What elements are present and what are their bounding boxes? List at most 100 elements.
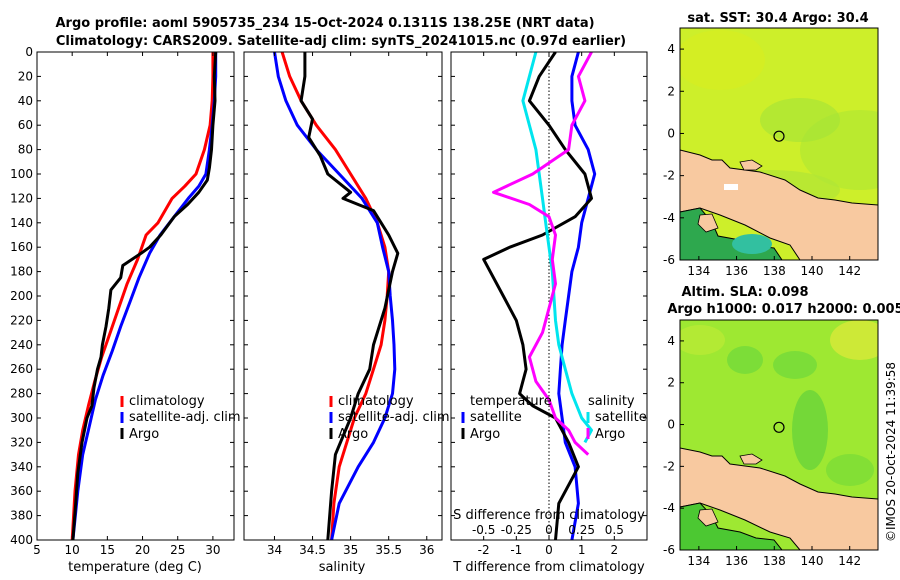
sst-argo-position-marker (773, 130, 785, 142)
y-tick-label: 300 (10, 411, 33, 425)
x-tick-label: 15 (100, 543, 115, 557)
sla-high-patch (830, 320, 878, 360)
legend-label-satellite: satellite-adj. clim (129, 410, 241, 425)
legend-label-climatology: climatology (338, 394, 414, 409)
series-line-argo (71, 52, 218, 540)
salinity-legend: climatology satellite-adj. clim Argo (329, 394, 450, 442)
x-tick-label: 20 (135, 543, 150, 557)
map-x-tick-label: 134 (687, 264, 710, 278)
map-y-tick-label: -4 (663, 501, 675, 515)
salinity-axes-frame (243, 51, 443, 541)
map-y-tick-label: -6 (663, 253, 675, 267)
x-tick-label: 0 (545, 543, 553, 557)
y-tick-label: 100 (10, 167, 33, 181)
y-tick-label: 220 (10, 313, 33, 327)
top-x-tick-label: 0.5 (605, 523, 624, 537)
sla-map-frame (679, 319, 879, 551)
series-line-climatology (70, 52, 215, 540)
top-x-tick-label: 0.25 (568, 523, 595, 537)
y-tick-label: 400 (10, 533, 33, 547)
map-y-tick-label: 0 (667, 126, 675, 140)
y-tick-label: 380 (10, 509, 33, 523)
map-x-tick-label: 140 (801, 264, 824, 278)
temperature-legend: climatology satellite-adj. clim Argo (120, 394, 241, 442)
legend-label-argo: Argo (338, 427, 368, 442)
island (697, 508, 719, 527)
coastal-teal-patch (732, 234, 772, 254)
sst-cool-patch (760, 98, 840, 142)
x-tick-label: 1 (578, 543, 586, 557)
map-y-tick-label: 4 (667, 42, 675, 56)
sst-map-frame (679, 27, 879, 261)
top-x-tick-label: 0 (545, 523, 553, 537)
x-tick-label: 2 (611, 543, 619, 557)
island (697, 213, 719, 233)
difference-xlabel: T difference from climatology (452, 560, 645, 575)
missing-data-patch (724, 184, 738, 190)
legend-label-argo: Argo (129, 427, 159, 442)
sla-low-patch (826, 454, 874, 486)
sla-map-field (680, 320, 878, 550)
y-tick-label: 160 (10, 240, 33, 254)
legend-title-temperature: temperature (470, 394, 552, 409)
series-line-temperature-argo (482, 52, 593, 540)
x-tick-label: 25 (170, 543, 185, 557)
y-tick-label: 120 (10, 191, 33, 205)
salinity-panel: 34 34.5 35 35.5 36 salinity climatology sate… (243, 51, 450, 575)
series-line-salinity-satellite (521, 52, 593, 444)
y-tick-label: 60 (18, 118, 33, 132)
sla-map-panel: Altim. SLA: 0.098 Argo h1000: 0.017 h200… (663, 285, 900, 568)
legend-label-satellite: satellite-adj. clim (338, 410, 450, 425)
y-tick-label: 0 (25, 45, 33, 59)
figure-title-line2: Climatology: CARS2009. Satellite-adj cli… (56, 34, 626, 49)
legend-label-sal-satellite: satellite (595, 410, 647, 425)
sla-low-patch (773, 351, 817, 379)
map-x-tick-label: 142 (838, 264, 861, 278)
map-y-tick-label: 0 (667, 418, 675, 432)
x-tick-label: -1 (510, 543, 522, 557)
new-guinea-land (680, 447, 878, 550)
sla-low-patch (727, 346, 763, 374)
legend-label-temp-argo: Argo (470, 427, 500, 442)
legend-label-climatology: climatology (129, 394, 205, 409)
y-tick-label: 260 (10, 362, 33, 376)
figure-title-line1: Argo profile: aoml 5905735_234 15-Oct-20… (55, 16, 594, 31)
map-x-tick-label: 138 (763, 554, 786, 568)
sla-map-title: Altim. SLA: 0.098 (682, 285, 809, 300)
y-tick-label: 80 (18, 143, 33, 157)
legend-label-sal-argo: Argo (595, 427, 625, 442)
sla-map-subtitle: Argo h1000: 0.017 h2000: 0.0056 (667, 302, 900, 317)
map-x-tick-label: 134 (687, 554, 710, 568)
sla-high-patch (680, 325, 725, 355)
map-y-tick-label: -2 (663, 169, 675, 183)
x-tick-label: 36 (419, 543, 434, 557)
map-y-tick-label: -4 (663, 211, 675, 225)
x-tick-label: 30 (205, 543, 220, 557)
island (739, 453, 763, 465)
difference-legend: temperature satellite Argo salinity sate… (461, 394, 647, 442)
sst-map-field (680, 28, 878, 260)
map-x-tick-label: 138 (763, 264, 786, 278)
y-tick-label: 200 (10, 289, 33, 303)
series-line-argo (299, 52, 400, 540)
map-x-tick-label: 136 (725, 264, 748, 278)
legend-title-salinity: salinity (588, 394, 635, 409)
temperature-panel: 0 20 40 60 80 100 120 140 160 180 200 220 240 260 280 3… (10, 45, 241, 575)
x-tick-label: -2 (478, 543, 490, 557)
y-tick-label: 240 (10, 338, 33, 352)
sst-warm-patch (680, 30, 765, 90)
sla-low-patch (792, 390, 828, 470)
y-tick-label: 20 (18, 69, 33, 83)
map-y-tick-label: -2 (663, 459, 675, 473)
map-y-tick-label: -6 (663, 543, 675, 557)
y-tick-label: 320 (10, 435, 33, 449)
x-tick-label: 35 (343, 543, 358, 557)
top-x-tick-label: -0.5 (472, 523, 495, 537)
temperature-axes-frame (36, 51, 235, 541)
x-tick-label: 35.5 (375, 543, 402, 557)
series-line-salinity-argo (492, 52, 593, 456)
map-x-tick-label: 136 (725, 554, 748, 568)
map-x-tick-label: 142 (838, 554, 861, 568)
legend-label-temp-satellite: satellite (470, 410, 522, 425)
